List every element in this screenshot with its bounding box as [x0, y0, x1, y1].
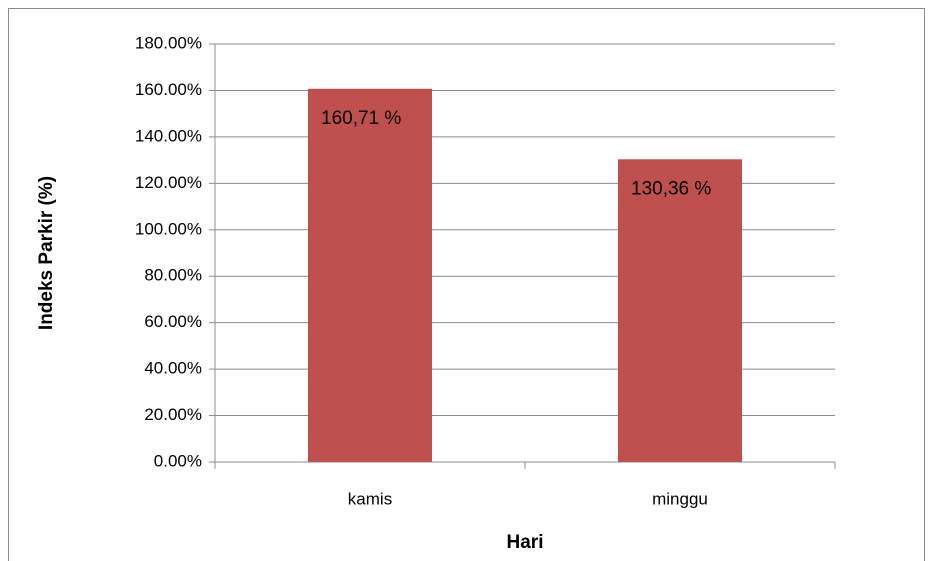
data-label: 160,71 %	[321, 108, 401, 129]
y-tick-label: 140.00%	[135, 126, 202, 145]
y-tick-label: 20.00%	[144, 405, 202, 424]
y-tick-label: 100.00%	[135, 219, 202, 238]
bar	[308, 88, 432, 463]
x-tick-label: minggu	[652, 489, 708, 508]
y-tick-label: 80.00%	[144, 266, 202, 285]
y-tick-label: 40.00%	[144, 359, 202, 378]
y-tick-label: 60.00%	[144, 312, 202, 331]
y-axis-label: Indeks Parkir (%)	[36, 176, 57, 330]
chart-frame	[8, 8, 925, 561]
y-tick-label: 0.00%	[154, 451, 202, 470]
data-label: 130,36 %	[631, 178, 711, 199]
x-axis-label: Hari	[507, 532, 544, 553]
bar	[618, 159, 742, 462]
y-tick-label: 120.00%	[135, 173, 202, 192]
y-tick-label: 160.00%	[135, 80, 202, 99]
y-tick-label: 180.00%	[135, 33, 202, 52]
x-tick-label: kamis	[348, 489, 392, 508]
